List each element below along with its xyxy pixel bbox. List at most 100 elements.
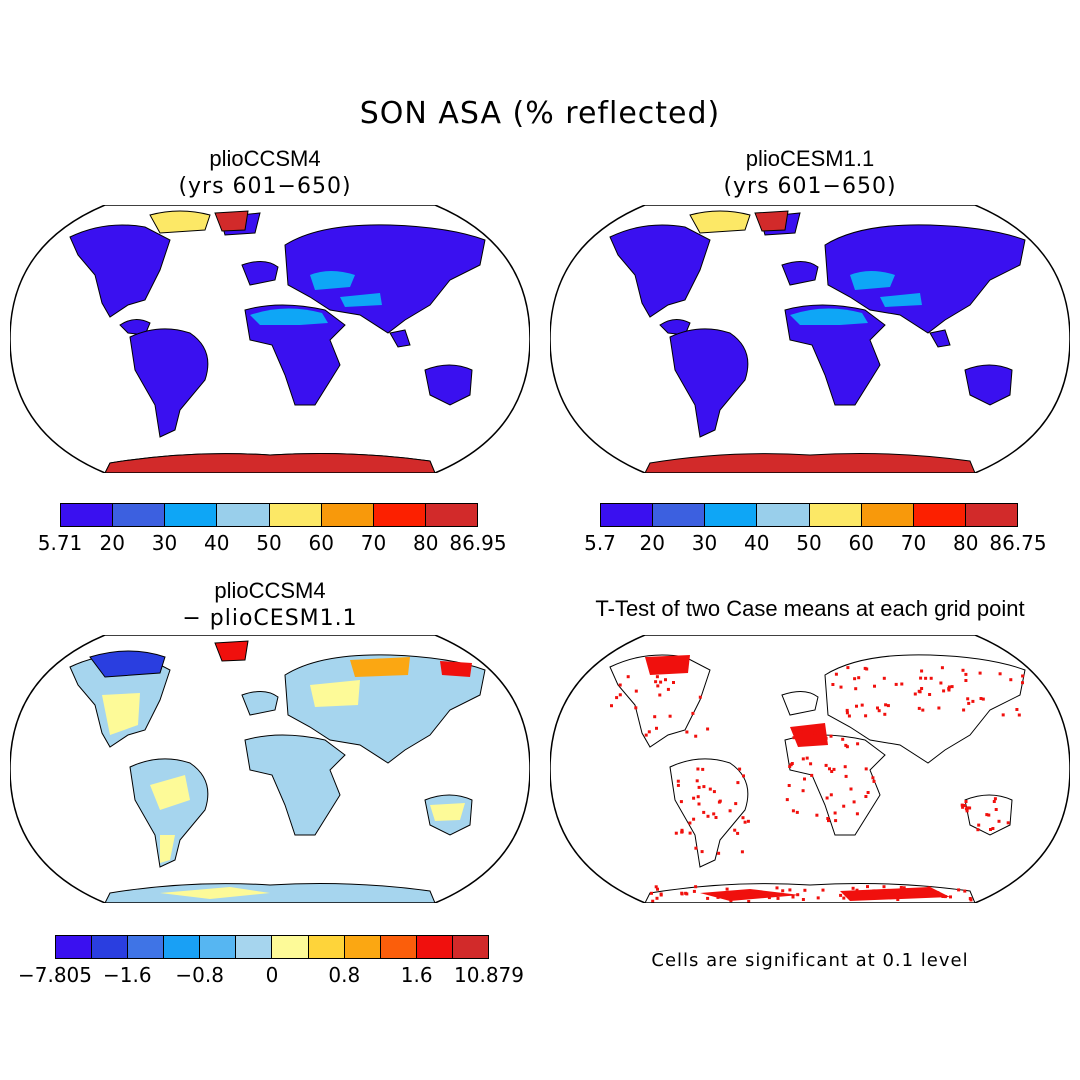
colorbar-swatch (236, 936, 273, 958)
significant-cell (729, 899, 733, 903)
colorbar-swatch (757, 504, 810, 526)
significant-cell (834, 819, 838, 823)
significant-cell (650, 891, 653, 895)
significant-cell (651, 899, 655, 903)
significant-cell (853, 677, 857, 681)
significant-cell (718, 799, 722, 803)
significant-cell (1001, 713, 1005, 717)
colorbar-swatch (861, 504, 914, 526)
significant-cell (852, 800, 856, 804)
significant-cell (886, 704, 890, 708)
significant-cell (941, 895, 945, 898)
significant-cells (610, 655, 1025, 903)
significant-cell (849, 787, 853, 791)
colorbar-swatch (272, 936, 309, 958)
significant-cell (741, 816, 745, 820)
significant-cell (788, 765, 792, 768)
colorbar-label: 0.8 (328, 963, 361, 987)
significant-cell (668, 714, 672, 718)
significant-cell (664, 678, 667, 682)
colorbar-swatch (809, 504, 862, 526)
significant-cell (733, 828, 737, 832)
significant-cell (706, 727, 710, 731)
significant-cell (1015, 708, 1019, 711)
colorbar-label: 80 (413, 531, 439, 555)
significant-cell (839, 893, 843, 897)
significant-cell (653, 715, 657, 719)
significant-cell (876, 706, 879, 710)
significant-cell (883, 712, 887, 716)
significant-cell (767, 896, 771, 900)
significant-cell (824, 736, 828, 740)
significant-cell (634, 689, 638, 693)
significant-cell (920, 687, 924, 690)
significant-cell (884, 703, 888, 707)
significant-cell (725, 887, 729, 891)
panel-title-ttest: T-Test of two Case means at each grid po… (595, 596, 1025, 621)
significant-cell (927, 886, 931, 890)
significant-cell (859, 890, 863, 894)
significant-cell (961, 668, 965, 672)
significance-note: Cells are significant at 0.1 level (651, 950, 969, 971)
significant-cell (936, 891, 940, 895)
significant-cell (658, 693, 662, 697)
significant-cell (697, 785, 701, 789)
significant-cell (738, 767, 742, 771)
significant-cell (787, 784, 791, 787)
significant-cell (688, 831, 692, 835)
significant-cell (634, 706, 638, 710)
significant-cell (882, 895, 886, 899)
significant-cell (966, 806, 970, 810)
significant-cell (873, 684, 876, 688)
significant-cell (963, 804, 967, 807)
significant-cell (967, 701, 971, 705)
significant-cell (788, 888, 792, 892)
significant-cell (654, 885, 658, 889)
significant-cell (968, 806, 972, 810)
significant-cell (994, 808, 998, 811)
significant-cell (992, 800, 996, 803)
colorbar-label: 20 (99, 531, 125, 555)
significant-cell (729, 895, 733, 899)
significant-cell (712, 790, 716, 794)
colorbar-swatch (425, 504, 477, 526)
significant-cell (847, 714, 851, 718)
significant-cell (829, 793, 833, 797)
significant-cell (810, 773, 814, 777)
colorbar-swatch (965, 504, 1017, 526)
figure-title: SON ASA (% reflected) (359, 96, 721, 131)
colorbar-label: 50 (256, 531, 282, 555)
significant-cell (920, 669, 924, 673)
significant-cell (747, 900, 751, 903)
colorbar-swatch (416, 936, 453, 958)
significant-cell (947, 685, 951, 689)
significant-cell (776, 896, 780, 900)
significant-cell (843, 765, 847, 769)
significant-cell (803, 888, 807, 892)
significant-cell (796, 893, 800, 897)
significant-cell (919, 676, 923, 680)
colorbar-difference: −7.805 −1.6 −0.8 0 0.8 1.6 10.879 (18, 935, 524, 987)
significant-cell (816, 896, 820, 900)
significant-cell (674, 831, 678, 835)
significant-cell (842, 804, 846, 808)
arctic-ice-cesm (689, 210, 789, 234)
colorbar-ccsm4: 5.71 20 30 40 50 60 70 80 86.95 (38, 503, 507, 555)
significant-cell (889, 889, 893, 893)
significant-cell (964, 679, 968, 682)
significant-cell (964, 672, 968, 676)
significant-cell (855, 812, 859, 816)
significant-cell (832, 767, 836, 771)
significant-cell (618, 683, 622, 687)
significant-cell (716, 895, 720, 899)
significant-cell (654, 680, 658, 684)
significant-cell (656, 887, 659, 891)
colorbar-cesm: 5.7 20 30 40 50 60 70 80 86.75 (584, 503, 1047, 555)
significant-cell (714, 816, 718, 819)
significant-cell (644, 733, 648, 737)
significant-cell (676, 779, 680, 783)
significant-cell (801, 789, 805, 793)
significant-cell (795, 810, 799, 814)
significant-cell (676, 783, 680, 787)
significant-cell (828, 767, 831, 771)
